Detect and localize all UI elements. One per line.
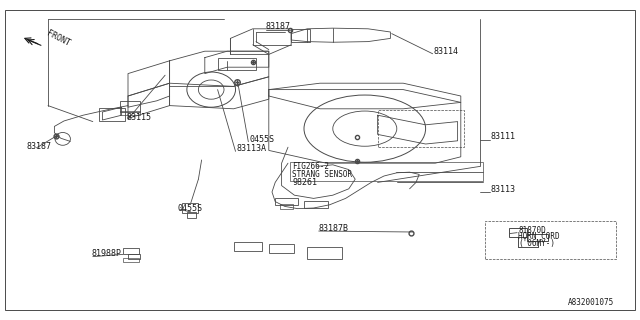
Bar <box>99 108 125 121</box>
Text: 83187B: 83187B <box>319 224 349 233</box>
Bar <box>234 242 262 251</box>
Bar <box>280 204 293 209</box>
Text: 83187: 83187 <box>27 142 52 151</box>
Text: 83114: 83114 <box>434 47 459 56</box>
Text: 98261: 98261 <box>292 178 317 187</box>
Bar <box>307 247 342 259</box>
Text: 83113: 83113 <box>491 185 516 194</box>
Bar <box>378 110 464 147</box>
Text: 83187: 83187 <box>266 22 291 31</box>
Text: 83115: 83115 <box>127 113 152 122</box>
Bar <box>182 203 198 213</box>
Text: 0455S: 0455S <box>250 135 275 144</box>
Text: 81988P: 81988P <box>92 249 122 258</box>
Text: STRANG SENSOR: STRANG SENSOR <box>292 170 353 179</box>
Bar <box>275 198 298 205</box>
Bar <box>291 29 310 42</box>
Bar <box>120 101 140 112</box>
Bar <box>290 162 483 181</box>
Bar <box>485 221 616 259</box>
Text: FIG266-2: FIG266-2 <box>292 162 330 171</box>
Text: A832001075: A832001075 <box>568 298 614 307</box>
Bar <box>304 201 328 208</box>
Bar <box>269 244 294 253</box>
Bar <box>128 254 140 259</box>
Bar <box>187 212 196 218</box>
Bar <box>120 111 140 115</box>
Text: 83111: 83111 <box>491 132 516 141</box>
Text: 83113A: 83113A <box>236 144 266 153</box>
Text: ('06MY-): ('06MY-) <box>518 239 556 248</box>
Text: 81870D: 81870D <box>518 226 546 235</box>
Text: 0455S: 0455S <box>178 204 203 213</box>
Text: HORN CORD: HORN CORD <box>518 232 560 241</box>
Bar <box>123 248 139 254</box>
Bar <box>123 258 139 262</box>
Bar <box>509 228 527 237</box>
Text: FRONT: FRONT <box>45 28 71 48</box>
Bar <box>527 234 548 241</box>
Bar <box>218 58 256 70</box>
